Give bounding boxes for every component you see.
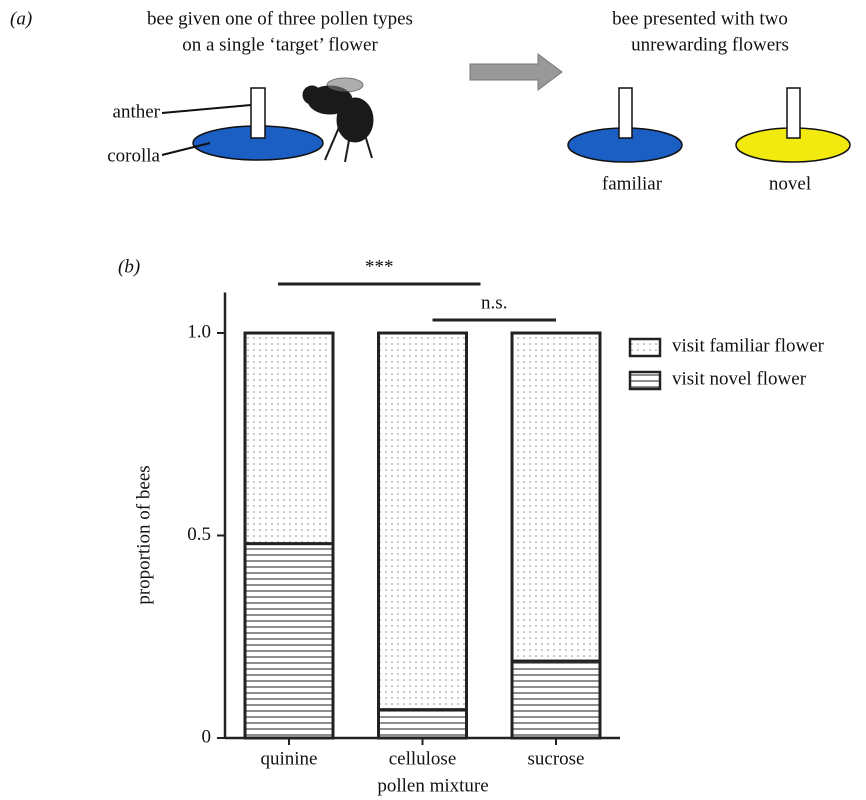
- bar-segment: [510, 659, 602, 740]
- y-axis-label: proportion of bees: [133, 465, 154, 604]
- bar-segment: [377, 708, 468, 740]
- anther-shape: [250, 87, 266, 139]
- significance-label: ***: [365, 256, 394, 277]
- panel-a: (a) bee given one of three pollen types …: [10, 8, 851, 194]
- y-tick-label: 1.0: [187, 321, 211, 342]
- x-tick-label: quinine: [261, 748, 318, 769]
- significance-label: n.s.: [481, 292, 507, 313]
- caption: on a single ‘target’ flower: [182, 34, 378, 55]
- pointer: [161, 142, 211, 156]
- anther-shape: [618, 87, 633, 139]
- bar-segment: [243, 542, 335, 740]
- anther-label: anther: [113, 101, 161, 122]
- legend-swatch: [628, 370, 662, 391]
- bee: [302, 77, 374, 163]
- caption: unrewarding flowers: [631, 34, 789, 55]
- x-tick-label: cellulose: [389, 748, 457, 769]
- bar-segment: [510, 331, 602, 663]
- panel-label: (a): [10, 8, 32, 29]
- legend-label: visit novel flower: [672, 368, 807, 389]
- pointer: [161, 104, 252, 114]
- bar-segment: [243, 331, 335, 546]
- corolla-label: corolla: [107, 145, 160, 166]
- y-tick-label: 0: [202, 726, 212, 747]
- x-tick-label: sucrose: [528, 748, 585, 769]
- bar-segment: [377, 331, 468, 712]
- panel-label: (b): [118, 256, 140, 277]
- legend-swatch: [628, 337, 662, 358]
- arrow: [469, 53, 563, 91]
- flower-label: familiar: [602, 173, 663, 194]
- x-axis-label: pollen mixture: [377, 775, 488, 796]
- flower-label: novel: [769, 173, 811, 194]
- caption: bee presented with two: [612, 8, 788, 29]
- y-tick-label: 0.5: [187, 524, 211, 545]
- legend-label: visit familiar flower: [672, 335, 825, 356]
- caption: bee given one of three pollen types: [147, 8, 413, 29]
- anther-shape: [786, 87, 801, 139]
